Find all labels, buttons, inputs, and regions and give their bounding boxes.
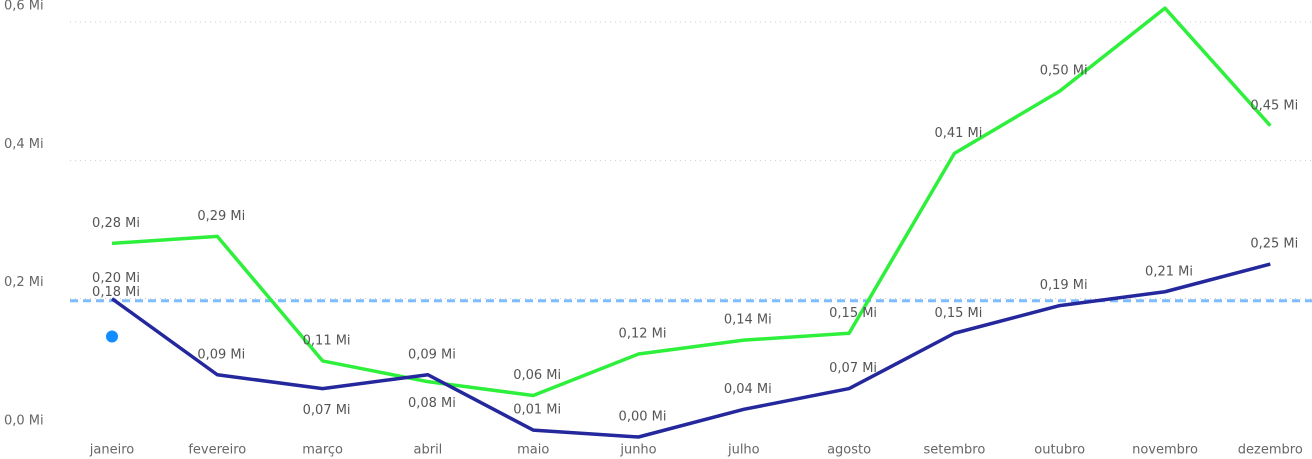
x-tick-label: agosto — [827, 443, 871, 458]
y-tick-label: 0,4 Mi — [4, 137, 44, 152]
data-label: 0,08 Mi — [408, 396, 456, 411]
x-tick-label: novembro — [1132, 443, 1198, 458]
data-label: 0,28 Mi — [92, 216, 140, 231]
data-label: 0,11 Mi — [303, 333, 351, 348]
data-label: 0,00 Mi — [619, 410, 667, 425]
x-tick-label: julho — [727, 443, 760, 458]
data-label: 0,14 Mi — [724, 313, 772, 328]
x-tick-label: março — [302, 443, 343, 458]
data-label: 0,12 Mi — [619, 327, 667, 342]
data-label: 0,01 Mi — [513, 403, 561, 418]
x-tick-label: junho — [619, 443, 656, 458]
data-label: 0,09 Mi — [197, 347, 245, 362]
data-label: 0,09 Mi — [408, 347, 456, 362]
x-tick-label: dezembro — [1238, 443, 1303, 458]
data-label: 0,21 Mi — [1145, 264, 1193, 279]
data-label: 0,07 Mi — [303, 403, 351, 418]
data-label: 0,06 Mi — [513, 368, 561, 383]
x-tick-label: setembro — [924, 443, 986, 458]
data-label: 0,45 Mi — [1250, 98, 1298, 113]
data-label: 0,07 Mi — [829, 361, 877, 376]
line — [110, 262, 1271, 439]
y-tick-label: 0,2 Mi — [4, 275, 44, 290]
x-tick-label: janeiro — [89, 443, 134, 458]
x-tick-label: fevereiro — [188, 443, 246, 458]
y-tick-label: 0,6 Mi — [4, 0, 44, 14]
data-label: 0,20 Mi — [92, 271, 140, 286]
x-tick-label: abril — [414, 443, 443, 458]
data-label: 0,18 Mi — [92, 285, 140, 300]
y-tick-label: 0,0 Mi — [4, 414, 44, 429]
data-label: 0,50 Mi — [1040, 64, 1088, 79]
point — [106, 330, 118, 343]
data-label: 0,04 Mi — [724, 382, 772, 397]
data-label: 0,41 Mi — [934, 126, 982, 141]
data-label: 0,25 Mi — [1250, 237, 1298, 252]
x-tick-label: outubro — [1034, 443, 1085, 458]
x-tick-label: maio — [517, 443, 549, 458]
data-label: 0,29 Mi — [197, 209, 245, 224]
data-label: 0,19 Mi — [1040, 278, 1088, 293]
data-label: 0,15 Mi — [934, 306, 982, 321]
data-label: 0,15 Mi — [829, 306, 877, 321]
line — [111, 6, 1272, 398]
